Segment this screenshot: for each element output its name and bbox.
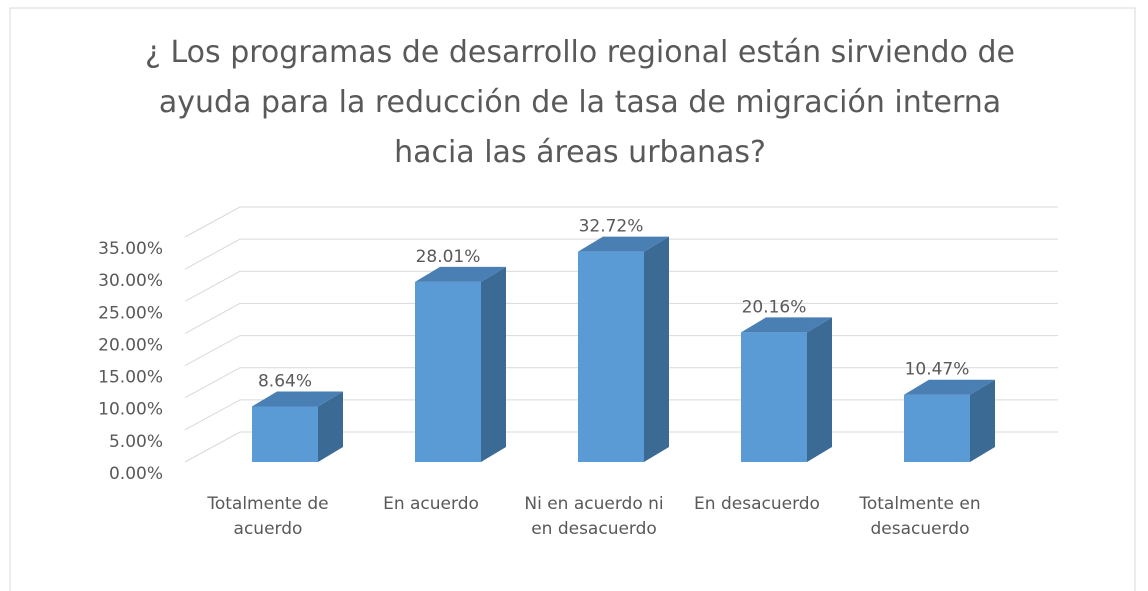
y-tick-label: 30.00% <box>98 271 163 291</box>
y-tick-label: 25.00% <box>98 303 163 323</box>
bar-top <box>578 236 669 252</box>
bar <box>252 406 318 462</box>
chart-border <box>9 7 1136 591</box>
x-tick-label: En acuerdo <box>383 494 479 514</box>
grid-line <box>184 238 1058 270</box>
bar-top <box>741 317 832 333</box>
value-label: 8.64% <box>258 371 312 391</box>
y-tick-label: 20.00% <box>98 335 163 355</box>
y-tick-label: 5.00% <box>109 432 163 452</box>
x-tick-label: En desacuerdo <box>694 494 820 514</box>
bar-top <box>904 379 995 395</box>
bar-top <box>252 391 343 407</box>
bar-side <box>970 379 995 462</box>
y-tick-label: 35.00% <box>98 239 163 259</box>
x-tick-label: Totalmente en desacuerdo <box>859 494 981 539</box>
chart-title: ¿ Los programas de desarrollo regional e… <box>145 35 1015 170</box>
value-label: 20.16% <box>742 297 807 317</box>
grid-line <box>184 302 1058 334</box>
bar-top <box>415 266 506 282</box>
bar-side <box>318 391 343 462</box>
bar-side <box>481 266 506 462</box>
value-label: 32.72% <box>579 217 644 237</box>
y-tick-label: 10.00% <box>98 400 163 420</box>
grid-line <box>184 206 1058 238</box>
bar <box>904 394 970 462</box>
x-tick-label: Totalmente de acuerdo <box>207 494 329 539</box>
bar <box>741 332 807 462</box>
x-tick-label: Ni en acuerdo ni en desacuerdo <box>524 494 664 539</box>
bar <box>578 251 644 462</box>
y-tick-label: 15.00% <box>98 368 163 388</box>
y-tick-label: 0.00% <box>109 464 163 484</box>
value-label: 10.47% <box>905 360 970 380</box>
value-label: 28.01% <box>416 247 481 267</box>
grid-line <box>184 270 1058 302</box>
bar <box>415 281 481 462</box>
bar-side <box>644 236 669 462</box>
bar-side <box>807 317 832 462</box>
